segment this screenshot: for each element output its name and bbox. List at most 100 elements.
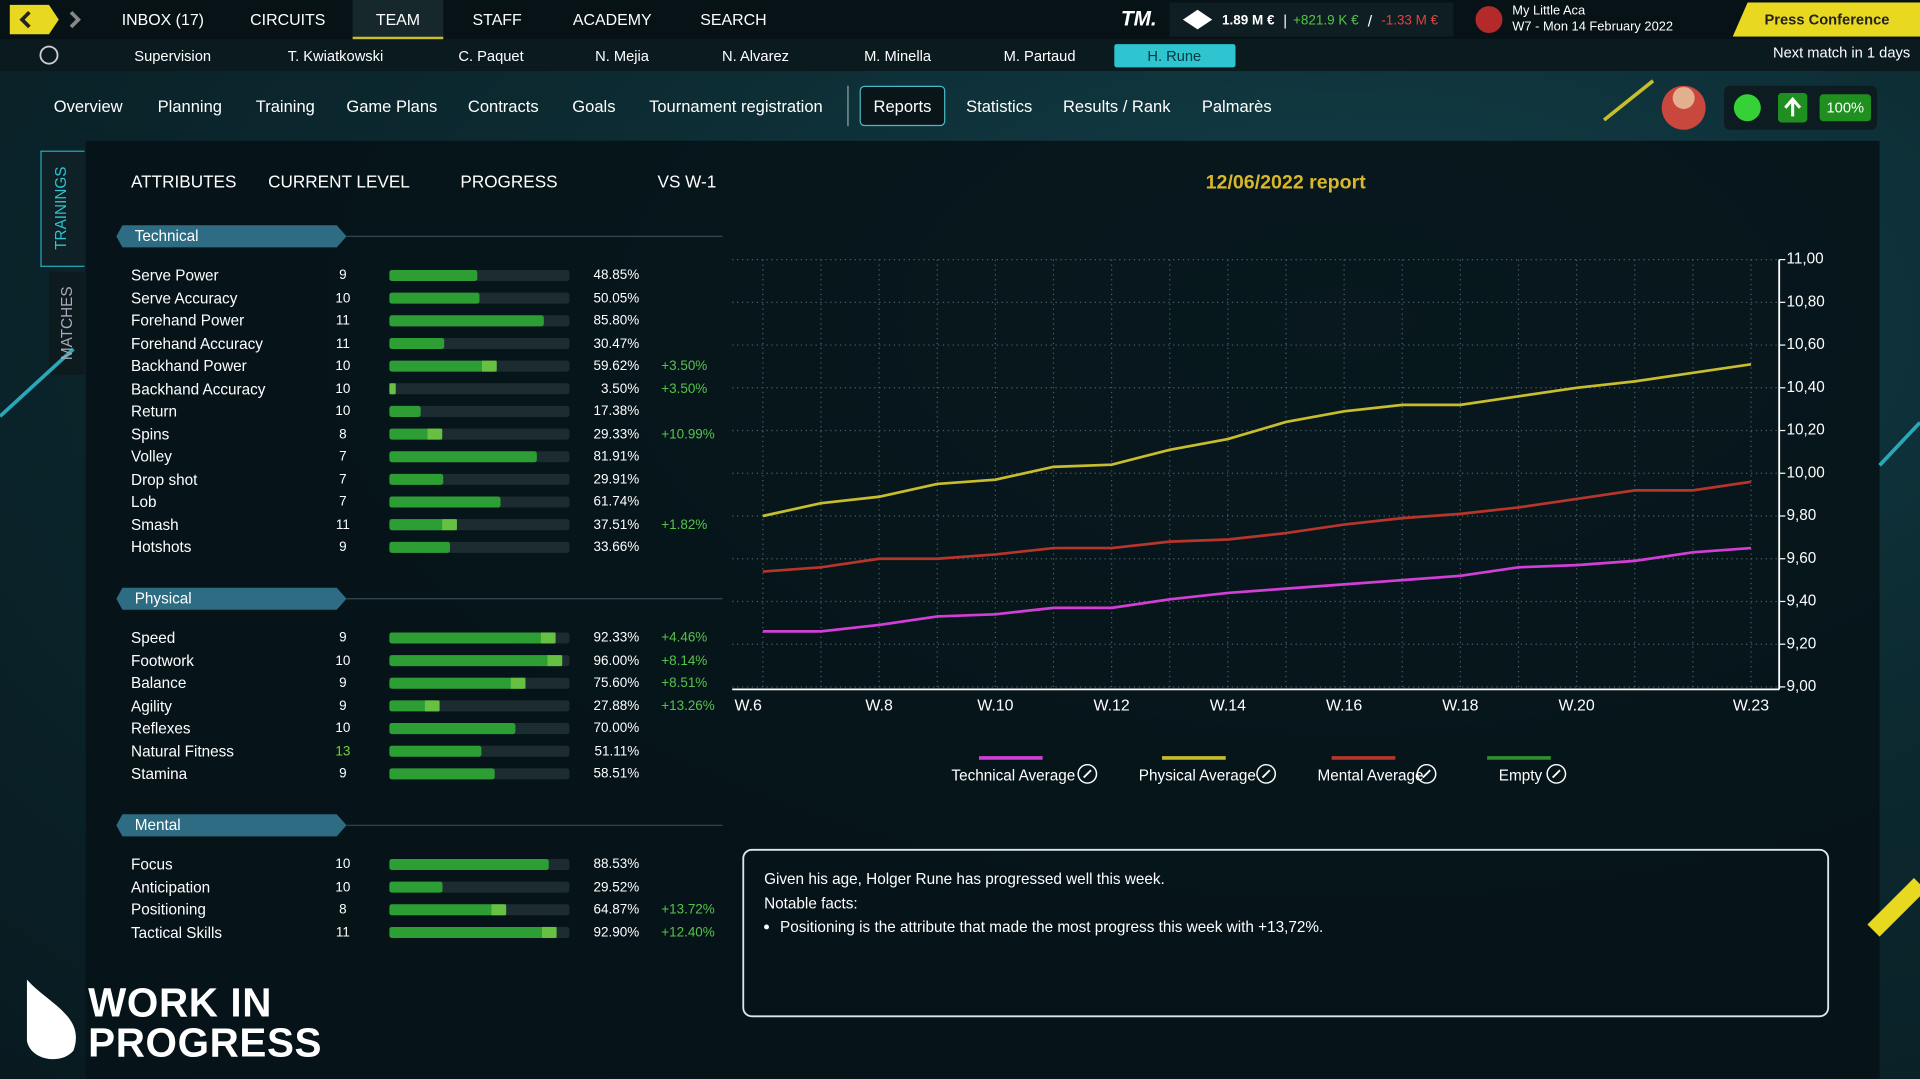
progress-gain <box>510 677 526 689</box>
progress-gain <box>442 519 457 531</box>
tab[interactable]: Palmarès <box>1201 97 1272 116</box>
attribute-level: 8 <box>339 426 347 442</box>
group-name: Technical <box>134 227 199 245</box>
edit-icon[interactable] <box>1416 763 1437 784</box>
attribute-level: 9 <box>339 630 347 646</box>
tab[interactable]: Tournament registration <box>649 97 823 116</box>
tab[interactable]: Results / Rank <box>1062 97 1171 116</box>
progress-gain <box>427 428 443 440</box>
attribute-name: Footwork <box>131 652 194 670</box>
progress-value: 81.91% <box>593 449 640 465</box>
player-tab[interactable]: M. Partaud <box>1003 47 1076 65</box>
attribute-level: 8 <box>339 902 347 918</box>
back-button[interactable] <box>9 4 59 35</box>
attribute-name: Forehand Accuracy <box>131 334 263 353</box>
attribute-level: 10 <box>335 653 351 668</box>
watermark: PROGRESS <box>88 1020 323 1066</box>
help-icon[interactable] <box>39 45 59 65</box>
player-tab[interactable]: N. Alvarez <box>722 47 789 65</box>
attribute-name: Focus <box>131 855 173 874</box>
tab[interactable]: Reports <box>873 97 932 116</box>
bullet <box>764 924 769 930</box>
column-header[interactable]: PROGRESS <box>460 171 558 192</box>
y-tick-label: 10,40 <box>1787 379 1825 396</box>
forward-arrow[interactable] <box>69 10 81 29</box>
attribute-name: Volley <box>131 448 172 466</box>
attribute-name: Stamina <box>131 765 188 783</box>
chart-title: 12/06/2022 report <box>1205 172 1366 194</box>
progress-bar <box>389 541 450 553</box>
income: +821.9 K € <box>1293 13 1359 29</box>
player-tab[interactable]: C. Paquet <box>458 47 524 65</box>
progress-value: 96.00% <box>593 653 640 668</box>
player-tab[interactable]: M. Minella <box>864 47 932 65</box>
club-name: My Little Aca <box>1512 3 1586 19</box>
press-conference[interactable]: Press Conference <box>1764 11 1890 29</box>
column-header[interactable]: VS W-1 <box>657 171 717 192</box>
player-tab[interactable]: T. Kwiatkowski <box>287 47 384 65</box>
attribute-name: Reflexes <box>131 720 191 738</box>
press-bg[interactable] <box>1732 2 1920 37</box>
progress-bar <box>389 926 557 938</box>
x-tick-label: W.14 <box>1210 698 1246 715</box>
progress-change: +3.50% <box>661 381 708 397</box>
group-name: Physical <box>134 590 192 608</box>
player-tab[interactable]: H. Rune <box>1147 47 1202 65</box>
attribute-level: 11 <box>335 336 350 351</box>
column-header[interactable]: ATTRIBUTES <box>131 171 237 192</box>
trend-arrow <box>1784 96 1802 117</box>
nav-item[interactable]: INBOX (17) <box>121 10 204 29</box>
x-tick-label: W.12 <box>1093 698 1129 715</box>
nav-item[interactable]: CIRCUITS <box>250 10 326 29</box>
attribute-name: Lob <box>131 493 157 511</box>
tab[interactable]: Planning <box>157 97 222 116</box>
legend-label: Physical Average <box>1139 767 1256 784</box>
progress-gain <box>491 904 507 916</box>
edit-icon[interactable] <box>1256 763 1277 784</box>
legend-label: Empty <box>1499 767 1543 784</box>
tab[interactable]: Overview <box>53 97 123 116</box>
player-tab[interactable]: Supervision <box>134 47 212 65</box>
progress-bar <box>389 360 497 372</box>
tab[interactable]: Goals <box>572 97 616 116</box>
nav-item[interactable]: ACADEMY <box>572 10 652 29</box>
group-name: Mental <box>134 816 181 834</box>
progress-bar <box>389 632 556 644</box>
nav-item[interactable]: SEARCH <box>700 10 767 29</box>
tab[interactable]: Statistics <box>966 97 1033 116</box>
report-bullet: Positioning is the attribute that made t… <box>780 918 1324 936</box>
attribute-name: Serve Power <box>131 266 219 285</box>
nav-item[interactable]: STAFF <box>472 10 522 29</box>
y-tick-label: 10,20 <box>1787 422 1825 439</box>
player-tab[interactable]: N. Mejia <box>595 47 649 65</box>
progress-change: +13.72% <box>661 902 715 918</box>
edit-icon[interactable] <box>1077 763 1098 784</box>
y-tick-label: 9,40 <box>1787 593 1817 610</box>
column-header[interactable]: CURRENT LEVEL <box>268 171 410 192</box>
tab[interactable]: Game Plans <box>346 97 438 116</box>
progress-gain <box>482 360 497 372</box>
progress-gain <box>540 632 556 644</box>
tab[interactable]: Training <box>255 97 315 116</box>
progress-value: 61.74% <box>593 494 640 510</box>
next-match: Next match in 1 days <box>1772 44 1911 62</box>
group-header-bg <box>116 225 347 248</box>
x-tick-label: W.10 <box>977 698 1013 715</box>
progress-value: 51.11% <box>594 743 640 759</box>
side-tab-label[interactable]: MATCHES <box>58 286 76 361</box>
player-bar <box>0 39 1920 72</box>
progress-bar <box>389 451 537 463</box>
form-box <box>1819 94 1872 122</box>
nav-item[interactable]: TEAM <box>375 10 421 29</box>
active-player <box>1114 44 1236 68</box>
attribute-level: 9 <box>339 540 347 555</box>
line-chart: 9,00 9,20 9,40 9,60 9,80 10,00 10,20 10,40 10,60… <box>732 251 1825 784</box>
tab[interactable]: Contracts <box>467 97 539 116</box>
attribute-name: Backhand Power <box>131 357 247 375</box>
side-tab-label[interactable]: TRAININGS <box>52 166 70 250</box>
side-tab-active[interactable] <box>40 150 85 267</box>
edit-icon[interactable] <box>1546 763 1567 784</box>
progress-gain <box>424 700 440 712</box>
attribute-name: Anticipation <box>131 878 211 896</box>
